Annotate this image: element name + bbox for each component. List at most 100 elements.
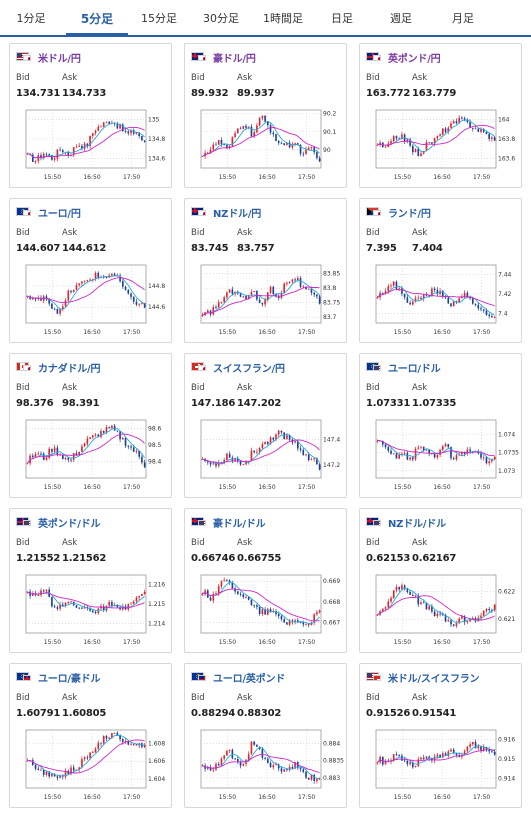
candle-down <box>275 293 277 297</box>
tab-5[interactable]: 日足 <box>331 12 353 25</box>
candle-up <box>447 751 450 756</box>
candle-down <box>280 768 283 772</box>
pair-name-link[interactable]: NZドル/ドル <box>388 518 446 530</box>
candle-down <box>40 453 42 455</box>
rate-card[interactable]: 米ドル/スイスフラン Bid Ask 0.91526 0.91541 15:50 16:50… <box>359 663 522 808</box>
candle-up <box>111 732 113 738</box>
candle-down <box>113 425 116 431</box>
rate-card[interactable]: 米ドル/円 Bid Ask 134.731 134.733 15:50 16:50 17:50… <box>9 43 172 188</box>
ask-value: 83.757 <box>237 243 275 254</box>
candle-down <box>406 297 409 303</box>
ask-label: Ask <box>412 538 428 548</box>
candle-up <box>469 744 471 747</box>
candle-up <box>108 737 110 739</box>
rate-card[interactable]: ユーロ/円 Bid Ask 144.607 144.612 15:50 16:50 17:50… <box>9 198 172 343</box>
rate-card[interactable]: 豪ドル/円 Bid Ask 89.932 89.937 15:50 16:50 17:50 90… <box>184 43 347 188</box>
pair-name-link[interactable]: ユーロ/豪ドル <box>38 673 101 685</box>
tab-2[interactable]: 15分足 <box>141 12 177 25</box>
pair-name-link[interactable]: 豪ドル/円 <box>213 53 256 65</box>
candle-up <box>102 736 105 744</box>
candle-up <box>45 771 48 775</box>
candle-down <box>258 746 261 750</box>
candle-up <box>422 294 425 299</box>
moving-average-slow-line <box>377 289 495 307</box>
pair-name-link[interactable]: 米ドル/スイスフラン <box>388 673 480 685</box>
candle-down <box>239 762 242 766</box>
candle-up <box>53 158 56 160</box>
pair-name-link[interactable]: 米ドル/円 <box>38 53 81 65</box>
candle-up <box>64 602 67 606</box>
candle-up <box>215 763 217 770</box>
rate-card[interactable]: ユーロ/英ポンド Bid Ask 0.88294 0.88302 15:50 16:50 17… <box>184 663 347 808</box>
moving-average-slow-line <box>27 126 145 159</box>
tab-3[interactable]: 30分足 <box>203 12 239 25</box>
candle-down <box>412 145 414 153</box>
candle-up <box>272 765 275 768</box>
candle-down <box>258 299 261 303</box>
rate-card[interactable]: ユーロ/豪ドル Bid Ask 1.60791 1.60805 15:50 16:50 17:… <box>9 663 172 808</box>
candle-up <box>474 128 477 130</box>
candle-down <box>209 462 212 465</box>
tab-4[interactable]: 1時間足 <box>263 12 303 25</box>
x-tick-label: 17:50 <box>473 484 490 491</box>
y-tick-label: 98.5 <box>148 442 162 449</box>
candle-up <box>250 741 253 755</box>
tab-0[interactable]: 1分足 <box>16 12 46 25</box>
candle-up <box>250 450 253 461</box>
rate-card[interactable]: カナダドル/円 Bid Ask 98.376 98.391 15:50 16:50 17:50… <box>9 353 172 498</box>
bid-value: 1.07331 <box>366 398 411 409</box>
rate-card[interactable]: NZドル/円 Bid Ask 83.745 83.757 15:50 16:50 17:50 8… <box>184 198 347 343</box>
candle-down <box>226 580 228 582</box>
candle-down <box>318 158 321 162</box>
rate-card[interactable]: 英ポンド/ドル Bid Ask 1.21552 1.21562 15:50 16:50 17:… <box>9 508 172 653</box>
candle-down <box>461 117 463 119</box>
y-tick-label: 98.6 <box>148 425 162 432</box>
x-tick-label: 15:50 <box>44 174 61 181</box>
tab-7[interactable]: 月足 <box>452 12 474 25</box>
candle-up <box>105 121 108 123</box>
pair-name-link[interactable]: ユーロ/英ポンド <box>213 673 286 685</box>
candle-up <box>237 128 239 134</box>
moving-average-slow-line <box>27 591 145 609</box>
pair-name-link[interactable]: スイスフラン/円 <box>213 363 285 375</box>
rate-card[interactable]: NZドル/ドル Bid Ask 0.62153 0.62167 15:50 16:50 17:… <box>359 508 522 653</box>
pair-name-link[interactable]: 豪ドル/ドル <box>213 518 266 530</box>
rate-card[interactable]: ランド/円 Bid Ask 7.395 7.404 15:50 16:50 17:50 7.4 7… <box>359 198 522 343</box>
candle-up <box>226 292 228 298</box>
rate-card[interactable]: 英ポンド/円 Bid Ask 163.772 163.779 15:50 16:50 17:5… <box>359 43 522 188</box>
candle-up <box>83 607 86 609</box>
candle-down <box>267 758 269 763</box>
candle-down <box>78 607 80 609</box>
bid-value: 0.88294 <box>191 708 236 719</box>
y-tick-label: 0.883 <box>323 775 340 782</box>
candle-down <box>469 122 471 128</box>
candle-down <box>280 616 283 620</box>
y-tick-label: 1.215 <box>148 601 165 608</box>
pair-name-link[interactable]: ユーロ/ドル <box>388 363 441 375</box>
x-tick-label: 17:50 <box>298 174 315 181</box>
candle-up <box>286 282 288 284</box>
pair-name-link[interactable]: NZドル/円 <box>213 208 262 220</box>
candle-down <box>215 144 217 146</box>
candle-down <box>299 622 302 623</box>
candle-down <box>275 611 277 615</box>
ask-label: Ask <box>62 538 78 548</box>
candle-down <box>102 431 105 433</box>
pair-name-link[interactable]: ユーロ/円 <box>38 208 81 220</box>
rate-card[interactable]: スイスフラン/円 Bid Ask 147.186 147.202 15:50 16:50 17… <box>184 353 347 498</box>
pair-name-link[interactable]: カナダドル/円 <box>38 363 101 375</box>
candle-down <box>447 297 450 304</box>
rate-card[interactable]: 豪ドル/ドル Bid Ask 0.66746 0.66755 15:50 16:50 17:5… <box>184 508 347 653</box>
rate-card[interactable]: ユーロ/ドル Bid Ask 1.07331 1.07335 15:50 16:50 17:5… <box>359 353 522 498</box>
pair-name-link[interactable]: 英ポンド/円 <box>388 53 441 65</box>
candle-down <box>220 140 223 145</box>
candle-down <box>431 606 433 612</box>
candle-down <box>247 596 250 600</box>
candle-down <box>264 115 266 122</box>
tab-1[interactable]: 5分足 <box>66 0 128 37</box>
candle-down <box>286 622 288 625</box>
tab-6[interactable]: 週足 <box>390 12 412 25</box>
candle-up <box>458 117 460 124</box>
pair-name-link[interactable]: 英ポンド/ドル <box>38 518 101 530</box>
pair-name-link[interactable]: ランド/円 <box>388 208 431 220</box>
